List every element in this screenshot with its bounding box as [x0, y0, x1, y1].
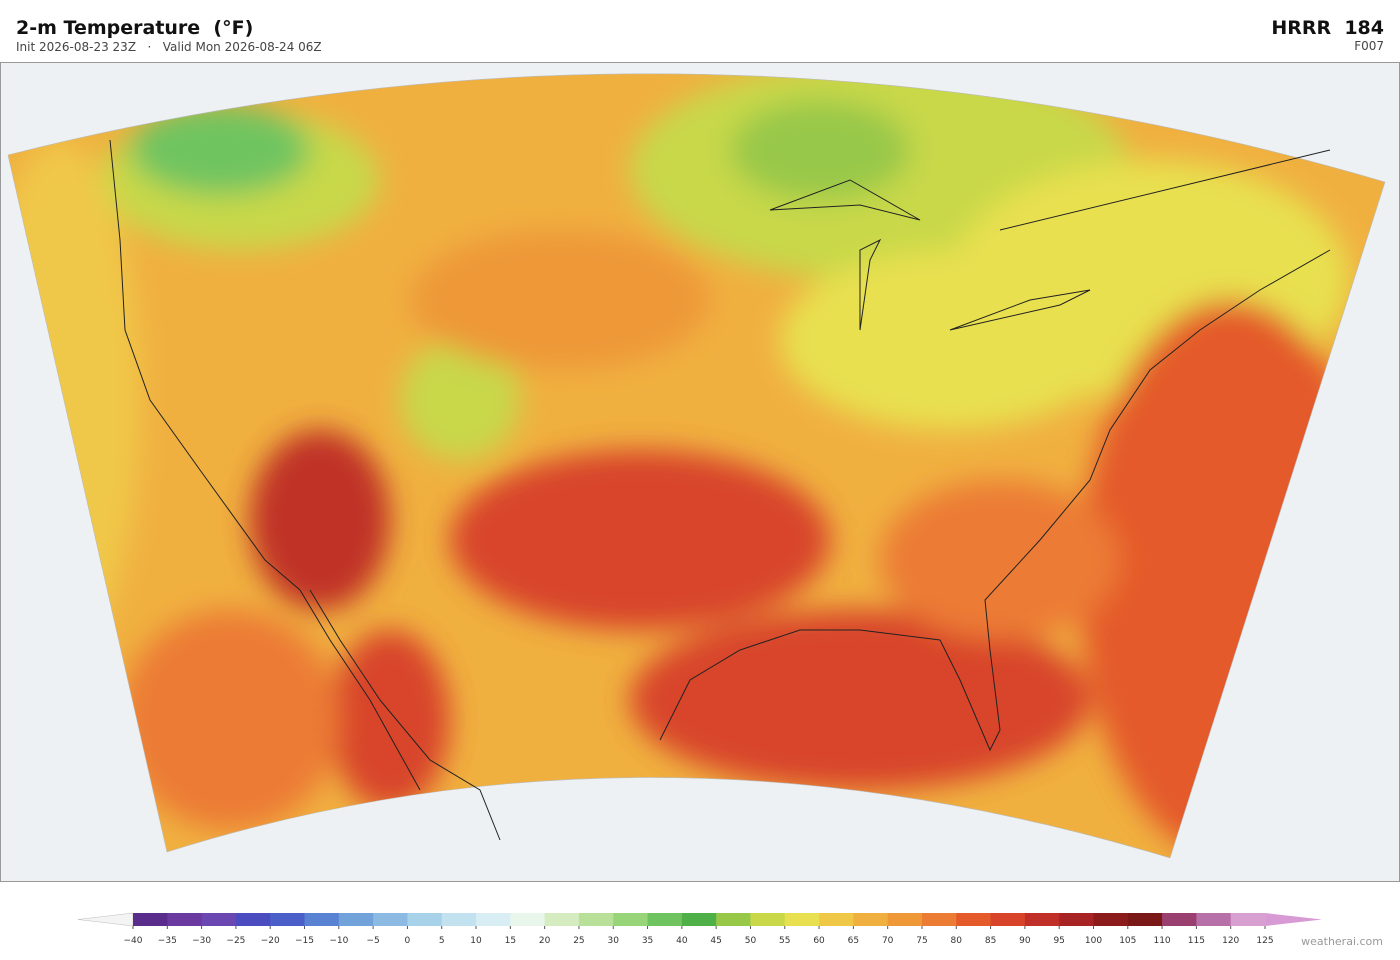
- domain-edge: [7, 73, 1386, 859]
- colorbar-swatch: [716, 913, 751, 926]
- colorbar-tick-label: 40: [676, 936, 688, 946]
- credit: weatherai.com: [1301, 935, 1383, 948]
- colorbar-tick-label: −25: [226, 936, 245, 946]
- forecast-hour: F007: [1354, 39, 1384, 53]
- colorbar-swatch: [1127, 913, 1163, 926]
- colorbar-swatch: [956, 913, 992, 926]
- colorbar-swatch: [270, 913, 306, 926]
- colorbar-tick-label: −35: [158, 936, 177, 946]
- colorbar-swatch: [784, 913, 820, 926]
- colorbar-tick-label: 60: [813, 936, 825, 946]
- colorbar-tick-label: 15: [505, 936, 516, 946]
- colorbar-tick-label: 50: [745, 936, 757, 946]
- colorbar-swatch: [304, 913, 340, 926]
- colorbar-tick-label: 65: [848, 936, 859, 946]
- coastlines: [109, 139, 1331, 841]
- colorbar-over: [1265, 913, 1322, 926]
- colorbar-tick-label: 115: [1188, 936, 1205, 946]
- colorbar-tick-label: −30: [192, 936, 211, 946]
- colorbar-tick-label: 0: [405, 936, 411, 946]
- colorbar-tick-label: 100: [1085, 936, 1102, 946]
- colorbar-tick-label: −10: [329, 936, 348, 946]
- colorbar: −40 −35 −30 −25 −20 −15 −10 −5 0 5 10 15 20 25 30 35 40 4…: [77, 912, 1322, 946]
- colorbar-tick-label: 5: [439, 936, 445, 946]
- colorbar-swatch: [441, 913, 477, 926]
- colorbar-under: [77, 912, 134, 927]
- colorbar-tick-label: −40: [124, 936, 143, 946]
- subtitle: Init 2026-08-23 23Z · Valid Mon 2026-08-…: [16, 40, 322, 54]
- colorbar-swatch: [578, 913, 614, 926]
- colorbar-tick-label: 125: [1256, 936, 1273, 946]
- colorbar-swatch: [201, 913, 237, 926]
- colorbar-swatch: [1059, 913, 1094, 926]
- colorbar-swatch: [1024, 913, 1060, 926]
- colorbar-swatch: [647, 913, 683, 926]
- colorbar-tick-label: 85: [985, 936, 996, 946]
- colorbar-swatch: [921, 913, 957, 926]
- colorbar-swatch: [338, 913, 374, 926]
- colorbar-swatch: [407, 913, 443, 926]
- colorbar-tick-label: 35: [642, 936, 653, 946]
- colorbar-swatch: [1162, 913, 1197, 926]
- model: HRRR 184: [1271, 17, 1384, 39]
- colorbar-swatch: [887, 913, 923, 926]
- colorbar-swatch: [990, 913, 1026, 926]
- colorbar-swatch: [853, 913, 889, 926]
- colorbar-swatch: [476, 913, 511, 926]
- colorbar-swatch: [167, 913, 203, 926]
- colorbar-tick-label: 120: [1222, 936, 1239, 946]
- colorbar-swatch: [133, 913, 168, 926]
- colorbar-tick-label: 90: [1019, 936, 1031, 946]
- colorbar-swatch: [613, 913, 649, 926]
- colorbar-tick-label: 30: [608, 936, 620, 946]
- colorbar-tick-label: −15: [295, 936, 314, 946]
- colorbar-swatch: [1196, 913, 1232, 926]
- colorbar-tick-label: 105: [1119, 936, 1136, 946]
- colorbar-tick-label: −5: [366, 936, 379, 946]
- colorbar-tick-label: 25: [573, 936, 584, 946]
- colorbar-swatch: [235, 913, 271, 926]
- colorbar-tick-label: 75: [916, 936, 927, 946]
- colorbar-swatch: [544, 913, 580, 926]
- colorbar-tick-label: 20: [539, 936, 551, 946]
- title: 2-m Temperature (°F): [16, 17, 253, 39]
- colorbar-tick-label: 80: [951, 936, 963, 946]
- colorbar-swatch: [373, 913, 408, 926]
- colorbar-tick-label: 55: [779, 936, 790, 946]
- colorbar-tick-label: −20: [261, 936, 280, 946]
- colorbar-tick-label: 70: [882, 936, 894, 946]
- colorbar-tick-label: 45: [710, 936, 721, 946]
- colorbar-tick-label: 10: [470, 936, 482, 946]
- temperature-field: [8, 73, 1385, 858]
- colorbar-swatch: [1230, 913, 1266, 926]
- colorbar-tick-label: 95: [1053, 936, 1064, 946]
- colorbar-swatch: [681, 913, 717, 926]
- colorbar-swatch: [750, 913, 786, 926]
- colorbar-swatch: [819, 913, 854, 926]
- colorbar-swatch: [510, 913, 546, 926]
- colorbar-tick-label: 110: [1153, 936, 1170, 946]
- colorbar-swatch: [1093, 913, 1129, 926]
